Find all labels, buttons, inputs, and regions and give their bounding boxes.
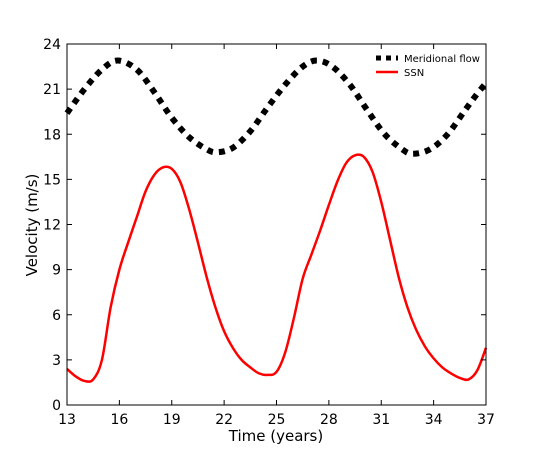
y-tick-label: 18 xyxy=(43,127,61,143)
y-tick-label: 3 xyxy=(52,353,61,369)
y-tick-label: 24 xyxy=(43,37,61,53)
y-tick-label: 0 xyxy=(52,398,61,414)
x-tick-label: 31 xyxy=(372,412,390,428)
y-tick-label: 9 xyxy=(52,263,61,279)
series-line-meridional-flow xyxy=(64,57,489,157)
x-tick-label: 13 xyxy=(58,412,76,428)
y-tick-label: 21 xyxy=(43,82,61,98)
series-line-ssn xyxy=(66,153,488,383)
x-tick-label: 16 xyxy=(110,412,128,428)
y-tick-label: 15 xyxy=(43,172,61,188)
x-axis-label: Time (years) xyxy=(228,427,323,445)
plot-area xyxy=(64,57,489,383)
plot-frame xyxy=(66,43,487,406)
y-tick-label: 6 xyxy=(52,308,61,324)
x-tick-label: 34 xyxy=(425,412,443,428)
legend-label-ssn: SSN xyxy=(404,68,424,79)
x-tick-label: 28 xyxy=(320,412,338,428)
y-tick-label: 12 xyxy=(43,218,61,234)
tick-labels: 13 16 19 22 25 28 31 34 37 0 3 6 9 12 15 18 21 24 xyxy=(43,37,495,428)
y-axis-label: Velocity (m/s) xyxy=(23,174,41,277)
legend: Meridional flow SSN xyxy=(376,54,480,79)
x-tick-label: 22 xyxy=(215,412,233,428)
x-tick-label: 37 xyxy=(477,412,495,428)
x-tick-label: 19 xyxy=(163,412,181,428)
legend-label-meridional-flow: Meridional flow xyxy=(404,54,480,65)
x-tick-label: 25 xyxy=(268,412,286,428)
axis-ticks xyxy=(66,43,487,406)
